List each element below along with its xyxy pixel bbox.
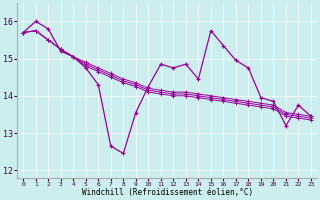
X-axis label: Windchill (Refroidissement éolien,°C): Windchill (Refroidissement éolien,°C) xyxy=(82,188,253,197)
